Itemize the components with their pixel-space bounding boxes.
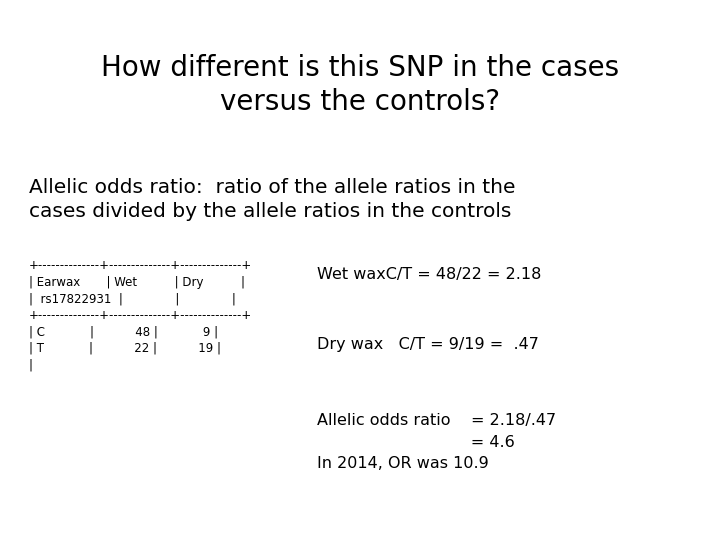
Text: Allelic odds ratio    = 2.18/.47
                              = 4.6
In 2014, OR: Allelic odds ratio = 2.18/.47 = 4.6 In 2…	[317, 413, 556, 471]
Text: Allelic odds ratio:  ratio of the allele ratios in the
cases divided by the alle: Allelic odds ratio: ratio of the allele …	[29, 178, 516, 221]
Text: How different is this SNP in the cases
versus the controls?: How different is this SNP in the cases v…	[101, 54, 619, 116]
Text: Wet waxC/T = 48/22 = 2.18: Wet waxC/T = 48/22 = 2.18	[317, 267, 541, 282]
Text: +--------------+--------------+--------------+
| Earwax       | Wet          | D: +--------------+--------------+---------…	[29, 259, 252, 371]
Text: Dry wax   C/T = 9/19 =  .47: Dry wax C/T = 9/19 = .47	[317, 338, 539, 353]
